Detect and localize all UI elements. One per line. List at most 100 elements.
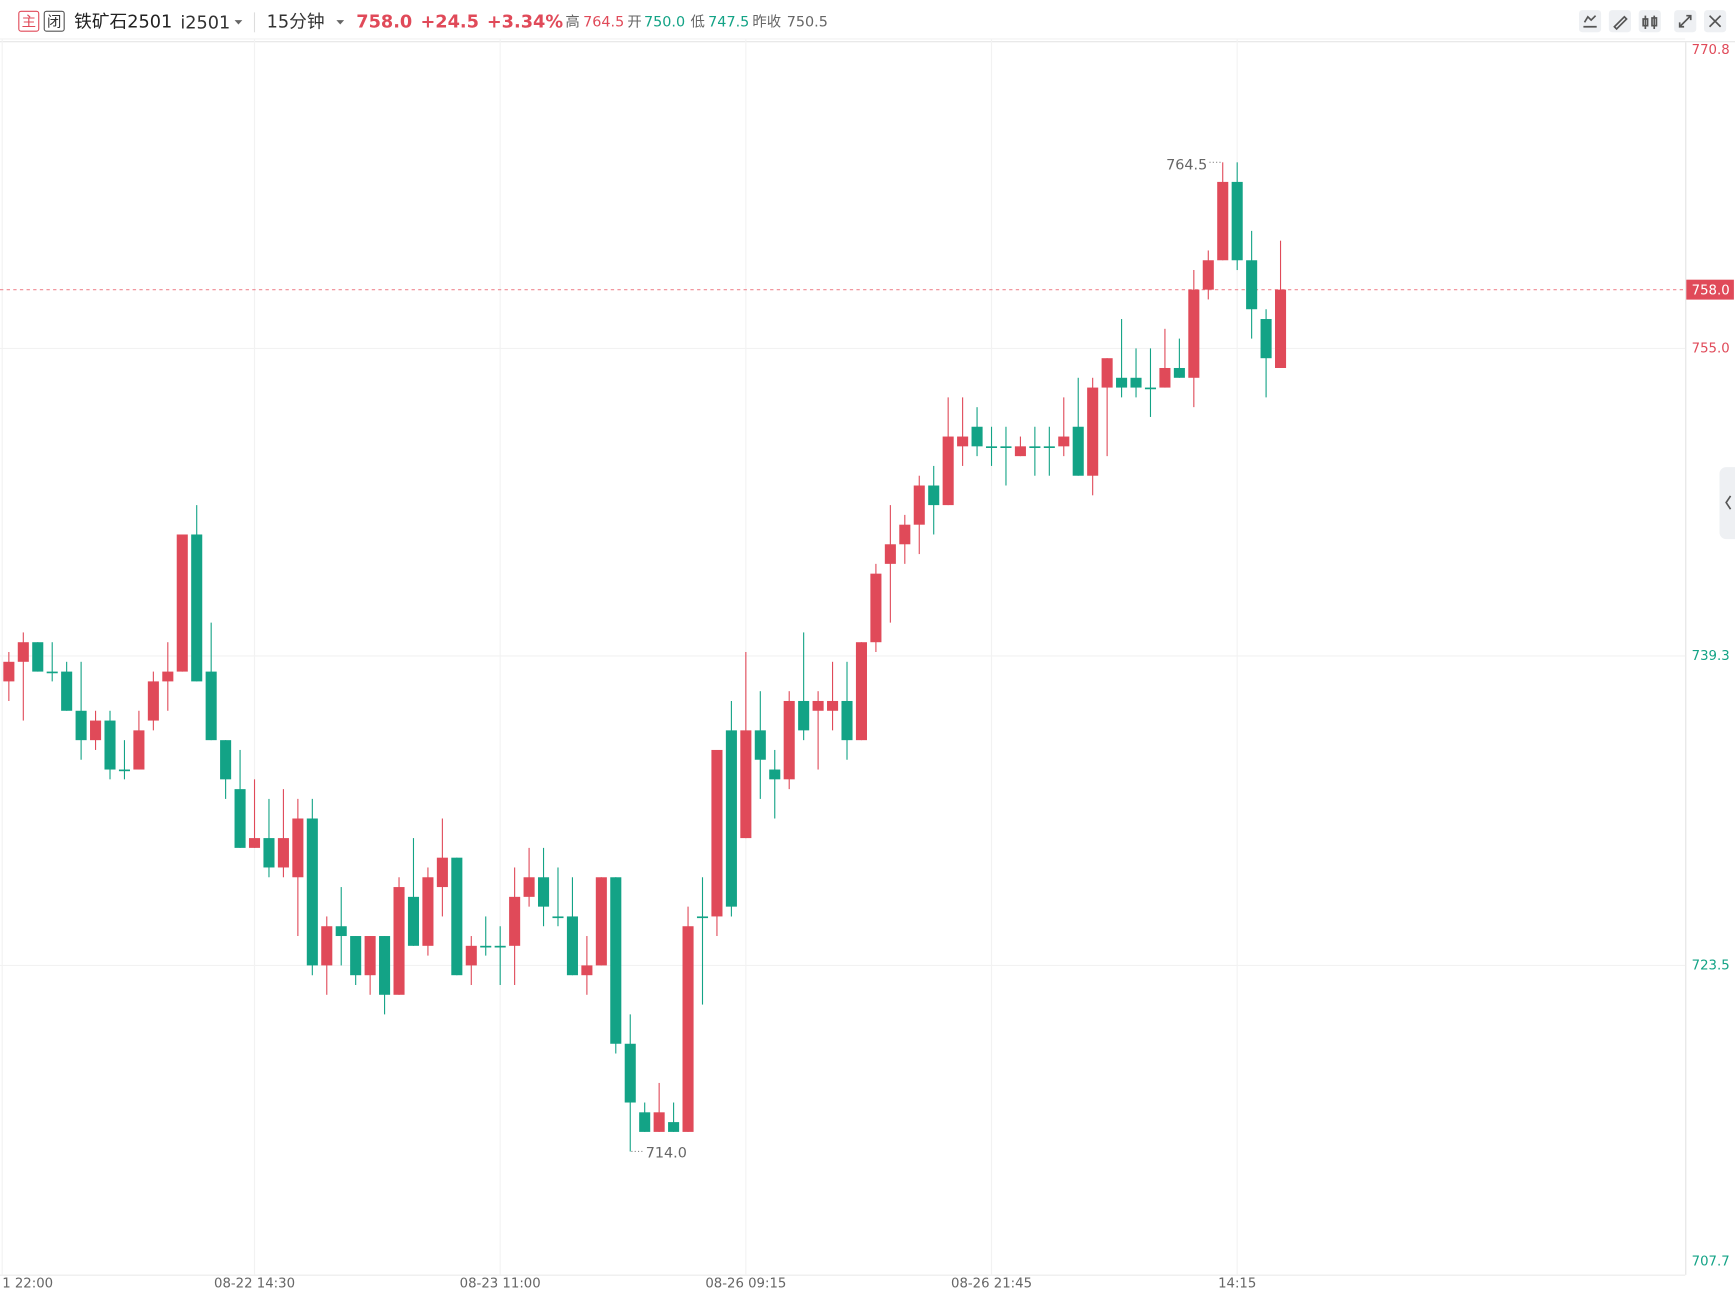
candle-body (769, 769, 781, 780)
candle-body (1202, 260, 1214, 290)
candle-body (436, 857, 448, 888)
candle-body (46, 671, 58, 674)
candle-body (321, 926, 333, 966)
candle-body (480, 945, 492, 948)
candle-body (90, 720, 102, 741)
candle-body (1217, 181, 1229, 261)
max-marker-label: 764.5 (1166, 158, 1207, 174)
candle-body (465, 945, 477, 966)
candle-body (1087, 387, 1099, 476)
candle-body (1159, 367, 1171, 388)
candle-body (61, 671, 73, 711)
candle-body (335, 926, 347, 937)
candle-body (696, 916, 709, 919)
candle-body (407, 896, 420, 946)
candle-body (884, 544, 896, 564)
candle-body (855, 642, 867, 741)
icon-closed: 闭 (47, 13, 61, 30)
min-marker-label: 714.0 (646, 1146, 687, 1162)
candle-body (1275, 289, 1287, 368)
candle-body (1058, 436, 1070, 447)
instrument-code[interactable]: i2501 (180, 13, 230, 33)
candle-body (292, 818, 304, 878)
candle-body (841, 700, 853, 741)
dropdown-caret[interactable] (336, 20, 345, 25)
tool-icon (1678, 14, 1692, 28)
tool-icon (1642, 15, 1658, 29)
candle-body (985, 446, 998, 449)
candle-body (1260, 319, 1272, 359)
icon-main: 主 (22, 13, 36, 30)
x-tick-label: 08-22 14:30 (214, 1277, 295, 1292)
candle-body (379, 936, 391, 995)
candle-body (870, 573, 882, 643)
candle-body (1130, 377, 1142, 388)
candle-body (263, 838, 275, 868)
high-label: 高 (565, 13, 579, 30)
candle-body (1116, 377, 1128, 388)
candle-body (711, 749, 723, 917)
candle-body (220, 740, 232, 780)
instrument-name[interactable]: 铁矿石2501 (74, 11, 172, 32)
candle-body (971, 426, 983, 447)
candle-body (364, 936, 376, 976)
toggle-arrow (1725, 495, 1732, 510)
candle-body (422, 877, 434, 946)
open-label: 开 (627, 14, 641, 30)
last-price-tag (1686, 279, 1734, 300)
candle-body (668, 1122, 680, 1132)
prev-close-value: 750.5 (787, 14, 828, 30)
open-value: 750.0 (644, 14, 685, 30)
candle-body (147, 681, 159, 721)
candle-body (191, 534, 203, 682)
icon-box (18, 10, 40, 32)
candle-body (1029, 446, 1041, 449)
candle-body (581, 965, 593, 976)
candle-body (509, 896, 521, 946)
toolbar-icons (1583, 14, 1722, 31)
price-change-pct: +3.34% (487, 12, 563, 32)
candle-body (523, 877, 535, 897)
candle-body (754, 730, 766, 760)
grid (0, 38, 1686, 1276)
last-price: 758.0 (356, 12, 412, 32)
x-tick-label: 14:15 (1218, 1277, 1256, 1292)
candle-body (783, 700, 795, 780)
candle-body (899, 524, 911, 545)
candle-body (451, 857, 463, 976)
candle-body (1043, 446, 1055, 449)
dropdown-caret[interactable] (234, 20, 243, 25)
candle-body (566, 916, 578, 976)
candle-body (1014, 446, 1026, 457)
candle-body (17, 642, 29, 662)
y-tick-label: 739.3 (1692, 649, 1730, 664)
low-value: 747.5 (708, 14, 749, 30)
tool-button[interactable] (1638, 10, 1661, 33)
candle-body (1101, 358, 1113, 388)
candle-body (494, 945, 506, 948)
candle-body (827, 700, 839, 711)
high-value: 764.5 (583, 14, 624, 30)
candle-body (248, 838, 261, 848)
candle-body (277, 838, 289, 868)
candle-body (1231, 181, 1243, 261)
candle-body (104, 720, 116, 770)
candle-body (740, 730, 752, 839)
candle-body (306, 818, 318, 966)
candle-body (1173, 367, 1185, 378)
y-tick-label: 707.7 (1692, 1255, 1730, 1270)
candle-body (205, 671, 217, 741)
tool-icon (1613, 15, 1628, 31)
x-tick-label: 08-23 11:00 (460, 1277, 541, 1292)
candle-body (639, 1112, 651, 1132)
x-tick-label: 08-26 21:45 (951, 1277, 1032, 1292)
period[interactable]: 15分钟 (267, 11, 325, 32)
candle-body (913, 485, 925, 525)
candle-body (653, 1112, 665, 1132)
tool-button[interactable] (1578, 10, 1602, 33)
last-price-label: 758.0 (1692, 284, 1730, 299)
tool-icon (1583, 15, 1597, 28)
